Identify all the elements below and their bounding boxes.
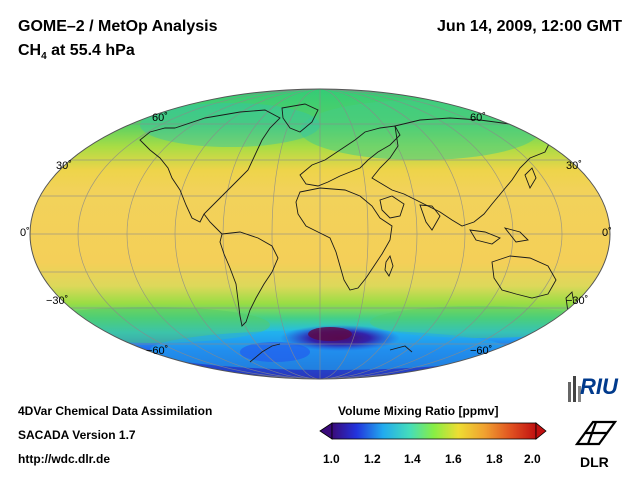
colorbar-tick-2: 1.2 <box>364 452 381 466</box>
lat-label-right-30n: 30˚ <box>566 160 582 172</box>
map-title: GOME–2 / MetOp Analysis <box>18 18 218 35</box>
species-prefix: CH <box>18 42 42 59</box>
colorbar-tick-1: 1.0 <box>323 452 340 466</box>
dlr-logo-text: DLR <box>580 454 609 470</box>
riu-logo: RIU <box>566 374 626 404</box>
lat-label-right-60s: −60˚ <box>470 345 493 357</box>
lat-label-left-60n: 60˚ <box>152 112 168 124</box>
lat-label-right-30s: −30˚ <box>566 295 589 307</box>
colorbar-tick-4: 1.6 <box>445 452 462 466</box>
colorbar-tick-6: 2.0 <box>524 452 541 466</box>
footer-line-1: 4DVar Chemical Data Assimilation <box>18 404 213 418</box>
colorbar-left-arrow <box>319 422 333 440</box>
species-label: CH4 at 55.4 hPa <box>18 42 135 62</box>
world-map <box>29 88 611 380</box>
colorbar-gradient <box>331 422 537 440</box>
coastlines <box>139 103 575 363</box>
species-subscript: 4 <box>41 51 47 63</box>
colorbar-right-arrow <box>535 422 547 440</box>
riu-logo-icon <box>568 376 581 402</box>
colorbar-title: Volume Mixing Ratio [ppmv] <box>338 404 499 418</box>
colorbar-tick-5: 1.8 <box>486 452 503 466</box>
lat-label-right-60n: 60˚ <box>470 112 486 124</box>
species-suffix: at 55.4 hPa <box>46 42 135 59</box>
lat-label-left-30s: −30˚ <box>46 295 69 307</box>
lat-label-left-60s: −60˚ <box>146 345 169 357</box>
lat-label-left-30n: 30˚ <box>56 160 72 172</box>
colorbar <box>319 422 547 440</box>
footer-line-2: SACADA Version 1.7 <box>18 428 136 442</box>
lat-label-right-0: 0˚ <box>602 227 612 239</box>
map-boundary <box>29 88 611 380</box>
dlr-logo-icon <box>574 420 618 446</box>
dlr-logo: DLR <box>566 414 626 474</box>
datetime-label: Jun 14, 2009, 12:00 GMT <box>437 18 622 35</box>
lat-label-left-0: 0˚ <box>20 227 30 239</box>
footer-link[interactable]: http://wdc.dlr.de <box>18 452 110 466</box>
riu-logo-text: RIU <box>580 374 618 399</box>
colorbar-tick-3: 1.4 <box>404 452 421 466</box>
